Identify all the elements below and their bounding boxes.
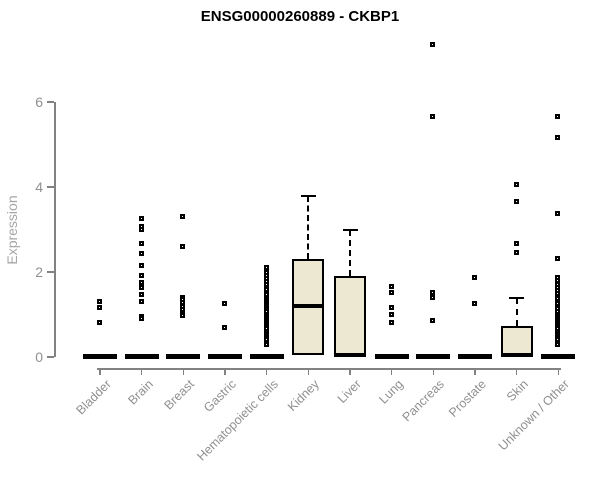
y-tick bbox=[47, 356, 54, 358]
outlier-point bbox=[555, 113, 561, 119]
outlier-point bbox=[555, 135, 561, 141]
outlier-point bbox=[180, 312, 186, 318]
y-tick bbox=[47, 101, 54, 103]
median-line bbox=[374, 354, 409, 359]
outlier-point bbox=[180, 243, 186, 249]
x-tick bbox=[557, 368, 560, 375]
median-line bbox=[416, 354, 451, 359]
outlier-point bbox=[138, 292, 144, 298]
x-tick bbox=[474, 368, 476, 375]
median-line bbox=[541, 354, 576, 359]
outlier-point bbox=[430, 113, 436, 119]
outlier-point bbox=[388, 290, 394, 296]
outlier-point bbox=[513, 241, 519, 247]
whisker bbox=[515, 297, 518, 326]
outlier-point bbox=[388, 311, 394, 317]
outlier-point bbox=[97, 320, 102, 325]
y-tick-label: 0 bbox=[35, 349, 43, 365]
y-tick-label: 4 bbox=[35, 179, 43, 195]
chart-title: ENSG00000260889 - CKBP1 bbox=[200, 8, 400, 25]
outlier-point bbox=[263, 337, 269, 342]
median-line bbox=[334, 353, 367, 358]
x-axis-line bbox=[97, 368, 561, 370]
x-tick bbox=[265, 368, 268, 375]
outlier-point bbox=[388, 283, 394, 289]
outlier-point bbox=[388, 305, 394, 311]
outlier-point bbox=[138, 227, 144, 233]
box bbox=[500, 325, 533, 357]
median-line bbox=[249, 354, 284, 359]
x-tick bbox=[307, 368, 310, 375]
outlier-point bbox=[263, 264, 269, 270]
median-line bbox=[458, 354, 493, 359]
median-line bbox=[124, 354, 159, 359]
outlier-point bbox=[138, 315, 144, 321]
x-tick bbox=[349, 368, 351, 375]
outlier-point bbox=[472, 275, 478, 281]
whisker bbox=[349, 229, 352, 277]
y-tick-label: 6 bbox=[35, 94, 43, 110]
x-tick bbox=[99, 368, 101, 375]
outlier-point bbox=[138, 279, 144, 285]
outlier-point bbox=[430, 294, 436, 300]
median-line bbox=[166, 354, 201, 359]
outlier-point bbox=[430, 317, 436, 323]
y-axis-line bbox=[54, 102, 56, 357]
outlier-point bbox=[263, 342, 269, 348]
x-tick bbox=[515, 368, 518, 375]
median-line bbox=[83, 354, 117, 359]
whisker bbox=[307, 195, 310, 260]
y-tick bbox=[47, 271, 54, 273]
whisker-cap bbox=[300, 194, 316, 197]
outlier-point bbox=[138, 241, 144, 247]
y-tick bbox=[47, 186, 54, 188]
outlier-point bbox=[138, 215, 144, 221]
outlier-point bbox=[472, 300, 478, 306]
outlier-point bbox=[138, 298, 144, 304]
outlier-point bbox=[555, 210, 561, 216]
x-tick bbox=[182, 368, 185, 375]
outlier-point bbox=[222, 325, 227, 331]
x-tick bbox=[432, 368, 435, 375]
outlier-point bbox=[555, 256, 561, 262]
outlier-point bbox=[222, 300, 227, 306]
outlier-point bbox=[513, 181, 519, 187]
outlier-point bbox=[555, 342, 561, 348]
outlier-point bbox=[138, 285, 144, 291]
outlier-point bbox=[388, 320, 394, 325]
outlier-point bbox=[430, 42, 436, 48]
outlier-point bbox=[180, 213, 186, 219]
box bbox=[334, 276, 367, 357]
whisker-cap bbox=[342, 228, 358, 231]
x-tick bbox=[224, 368, 226, 375]
median-line bbox=[500, 353, 533, 358]
outlier-point bbox=[97, 305, 102, 311]
outlier-point bbox=[138, 251, 144, 257]
median-line bbox=[292, 304, 325, 308]
outlier-point bbox=[513, 198, 519, 204]
x-tick bbox=[140, 368, 143, 375]
outlier-point bbox=[97, 298, 102, 304]
outlier-point bbox=[513, 249, 519, 255]
outlier-point bbox=[138, 262, 144, 268]
median-line bbox=[208, 354, 242, 359]
whisker-cap bbox=[509, 296, 525, 299]
outlier-point bbox=[138, 273, 144, 279]
x-tick bbox=[390, 368, 393, 375]
outlier-point bbox=[430, 290, 436, 296]
y-tick-label: 2 bbox=[35, 264, 43, 280]
